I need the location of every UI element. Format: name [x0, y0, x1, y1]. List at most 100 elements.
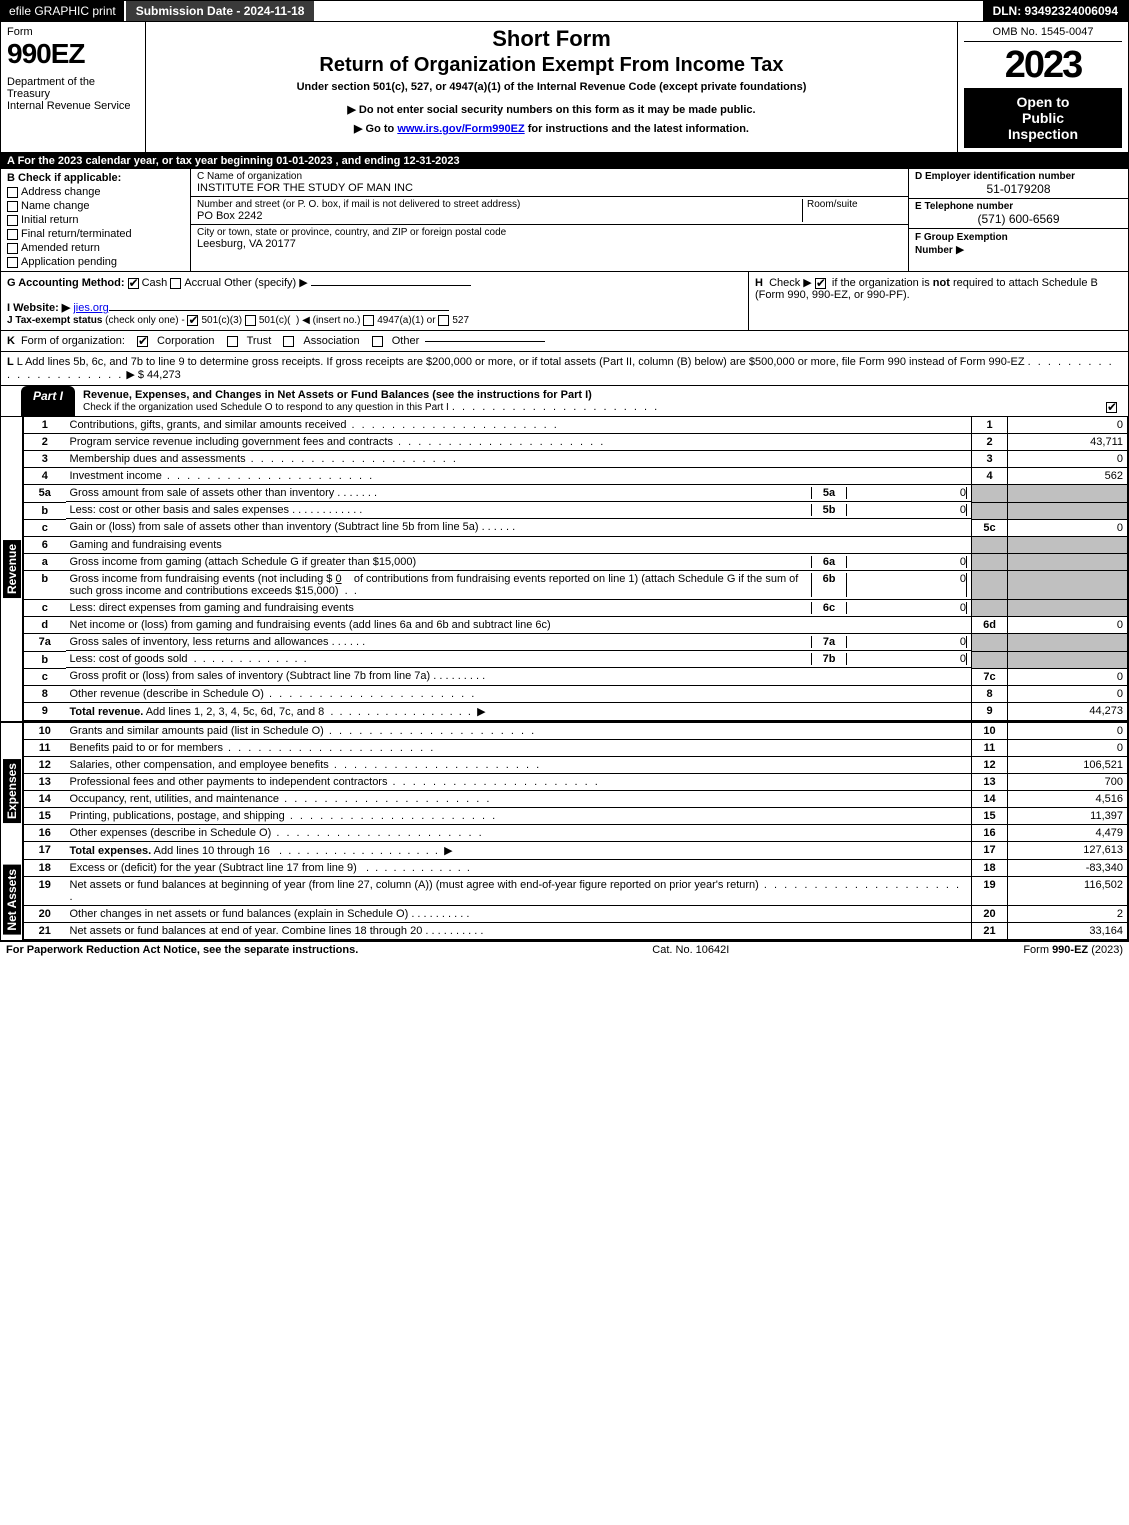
- expenses-side-tab: Expenses: [1, 723, 23, 860]
- header-left: Form 990EZ Department of the TreasuryInt…: [1, 22, 146, 152]
- chk-schedule-o[interactable]: [1106, 402, 1117, 413]
- line-6b: bGross income from fundraising events (n…: [24, 571, 1128, 600]
- chk-amended-return[interactable]: Amended return: [7, 242, 184, 254]
- part1-sub: Check if the organization used Schedule …: [83, 402, 449, 413]
- chk-trust[interactable]: [227, 336, 238, 347]
- header-center: Short Form Return of Organization Exempt…: [146, 22, 958, 152]
- city-label: City or town, state or province, country…: [197, 227, 902, 238]
- line-5c: cGain or (loss) from sale of assets othe…: [24, 519, 1128, 536]
- line-15: 15Printing, publications, postage, and s…: [24, 807, 1128, 824]
- irs-link[interactable]: www.irs.gov/Form990EZ: [397, 123, 524, 135]
- chk-527[interactable]: [438, 315, 449, 326]
- efile-label: efile GRAPHIC print: [9, 4, 116, 18]
- header-right: OMB No. 1545-0047 2023 Open toPublicInsp…: [958, 22, 1128, 152]
- chk-address-change[interactable]: Address change: [7, 186, 184, 198]
- chk-corp[interactable]: [137, 336, 148, 347]
- line-7b: bLess: cost of goods sold . . . . . . . …: [24, 651, 1128, 668]
- line-5b: bLess: cost or other basis and sales exp…: [24, 502, 1128, 519]
- line-9: 9Total revenue. Add lines 1, 2, 3, 4, 5c…: [24, 702, 1128, 720]
- line-h: H Check ▶ if the organization is not req…: [748, 272, 1128, 330]
- revenue-side-tab: Revenue: [1, 417, 23, 721]
- line-6: 6Gaming and fundraising events: [24, 536, 1128, 553]
- line-12: 12Salaries, other compensation, and empl…: [24, 756, 1128, 773]
- chk-application-pending[interactable]: Application pending: [7, 256, 184, 268]
- other-specify: Other (specify) ▶: [224, 277, 308, 289]
- expenses-table: 10Grants and similar amounts paid (list …: [23, 723, 1128, 860]
- org-address: PO Box 2242: [197, 210, 802, 222]
- phone-value: (571) 600-6569: [915, 212, 1122, 226]
- line-l: L L Add lines 5b, 6c, and 7b to line 9 t…: [0, 352, 1129, 386]
- line-11: 11Benefits paid to or for members110: [24, 739, 1128, 756]
- line-6a: aGross income from gaming (attach Schedu…: [24, 553, 1128, 571]
- title-short-form: Short Form: [152, 26, 951, 52]
- part1-tab: Part I: [21, 386, 75, 416]
- section-a: A For the 2023 calendar year, or tax yea…: [0, 153, 1129, 169]
- room-label: Room/suite: [807, 199, 902, 210]
- line-7c: cGross profit or (loss) from sales of in…: [24, 668, 1128, 685]
- chk-4947[interactable]: [363, 315, 374, 326]
- line-6c: cLess: direct expenses from gaming and f…: [24, 600, 1128, 617]
- box-f: F Group ExemptionNumber ▶: [909, 229, 1128, 258]
- line-l-amt: ▶ $ 44,273: [126, 369, 180, 381]
- chk-name-change[interactable]: Name change: [7, 200, 184, 212]
- line-13: 13Professional fees and other payments t…: [24, 773, 1128, 790]
- revenue-table: 1Contributions, gifts, grants, and simil…: [23, 417, 1128, 721]
- website-link[interactable]: jies.org: [73, 302, 108, 314]
- phone-label: E Telephone number: [915, 201, 1122, 212]
- box-b-header: B Check if applicable:: [7, 172, 184, 184]
- line-10: 10Grants and similar amounts paid (list …: [24, 723, 1128, 740]
- line-14: 14Occupancy, rent, utilities, and mainte…: [24, 790, 1128, 807]
- box-d: D Employer identification number 51-0179…: [909, 169, 1128, 199]
- footer-right: Form 990-EZ (2023): [1023, 944, 1123, 956]
- line-3: 3Membership dues and assessments30: [24, 451, 1128, 468]
- note-goto: ▶ Go to www.irs.gov/Form990EZ for instru…: [152, 122, 951, 135]
- line-16: 16Other expenses (describe in Schedule O…: [24, 824, 1128, 841]
- department-label: Department of the TreasuryInternal Reven…: [7, 76, 139, 112]
- line-7a: 7aGross sales of inventory, less returns…: [24, 634, 1128, 652]
- efile-print[interactable]: efile GRAPHIC print: [1, 1, 126, 21]
- footer: For Paperwork Reduction Act Notice, see …: [0, 941, 1129, 958]
- line-19: 19Net assets or fund balances at beginni…: [24, 876, 1128, 905]
- subtitle: Under section 501(c), 527, or 4947(a)(1)…: [152, 81, 951, 93]
- chk-initial-return[interactable]: Initial return: [7, 214, 184, 226]
- line-1: 1Contributions, gifts, grants, and simil…: [24, 417, 1128, 434]
- line-20: 20Other changes in net assets or fund ba…: [24, 905, 1128, 922]
- org-name-cell: C Name of organization INSTITUTE FOR THE…: [191, 169, 908, 197]
- open-inspection: Open toPublicInspection: [964, 88, 1122, 148]
- chk-schedule-b[interactable]: [815, 278, 826, 289]
- box-b: B Check if applicable: Address change Na…: [1, 169, 191, 271]
- org-addr-cell: Number and street (or P. O. box, if mail…: [191, 197, 908, 225]
- addr-label: Number and street (or P. O. box, if mail…: [197, 199, 802, 210]
- chk-accrual[interactable]: [170, 278, 181, 289]
- chk-501c[interactable]: [245, 315, 256, 326]
- box-c: C Name of organization INSTITUTE FOR THE…: [191, 169, 908, 271]
- line-8: 8Other revenue (describe in Schedule O)8…: [24, 685, 1128, 702]
- net-side-tab: Net Assets: [1, 860, 23, 940]
- footer-cat: Cat. No. 10642I: [652, 944, 729, 956]
- row-gh: G Accounting Method: Cash Accrual Other …: [0, 272, 1129, 331]
- org-city-cell: City or town, state or province, country…: [191, 225, 908, 252]
- ein-value: 51-0179208: [915, 182, 1122, 196]
- line-l-text: L Add lines 5b, 6c, and 7b to line 9 to …: [17, 356, 1025, 368]
- part1-title: Revenue, Expenses, and Changes in Net As…: [75, 386, 1098, 416]
- chk-other-org[interactable]: [372, 336, 383, 347]
- net-assets-table: 18Excess or (deficit) for the year (Subt…: [23, 860, 1128, 940]
- footer-left: For Paperwork Reduction Act Notice, see …: [6, 944, 358, 956]
- form-label: Form: [7, 26, 139, 38]
- line-g-label: G Accounting Method:: [7, 277, 125, 289]
- line-18: 18Excess or (deficit) for the year (Subt…: [24, 860, 1128, 877]
- chk-501c3[interactable]: [187, 315, 198, 326]
- org-name-label: C Name of organization: [197, 171, 902, 182]
- box-def: D Employer identification number 51-0179…: [908, 169, 1128, 271]
- line-21: 21Net assets or fund balances at end of …: [24, 922, 1128, 939]
- ein-label: D Employer identification number: [915, 171, 1122, 182]
- omb-number: OMB No. 1545-0047: [964, 26, 1122, 42]
- line-g: G Accounting Method: Cash Accrual Other …: [1, 272, 748, 330]
- chk-final-return[interactable]: Final return/terminated: [7, 228, 184, 240]
- chk-cash[interactable]: [128, 278, 139, 289]
- chk-assoc[interactable]: [283, 336, 294, 347]
- part1-header: Part I Revenue, Expenses, and Changes in…: [0, 386, 1129, 417]
- note-ssn: ▶ Do not enter social security numbers o…: [152, 103, 951, 116]
- title-return: Return of Organization Exempt From Incom…: [152, 54, 951, 77]
- form-header: Form 990EZ Department of the TreasuryInt…: [0, 22, 1129, 153]
